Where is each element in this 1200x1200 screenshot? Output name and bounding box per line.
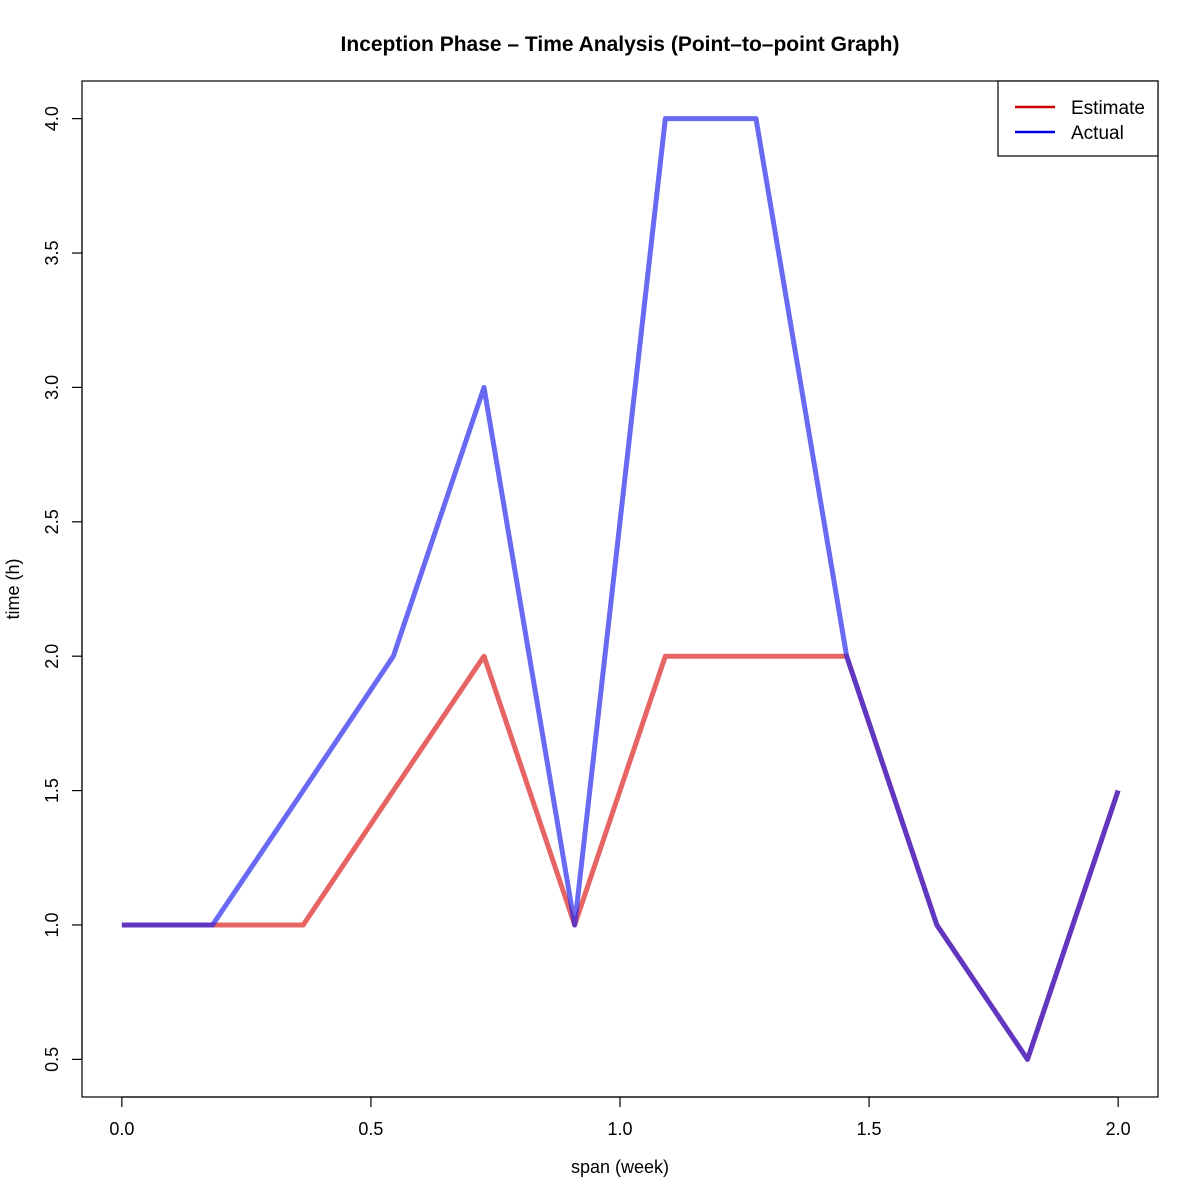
y-tick-label: 2.0 [42, 644, 62, 669]
x-axis: 0.0 0.5 1.0 1.5 2.0 [109, 1096, 1131, 1139]
y-tick-label: 2.5 [42, 509, 62, 534]
series-line-actual [121, 116, 1121, 1062]
y-tick-label: 3.0 [42, 375, 62, 400]
y-tick-label: 3.5 [42, 241, 62, 266]
x-tick-label: 0.5 [358, 1119, 383, 1139]
legend: Estimate Actual [997, 80, 1159, 157]
plot-frame [81, 80, 1159, 1098]
series-layer [121, 116, 1121, 1062]
x-tick-label: 1.5 [857, 1119, 882, 1139]
x-tick-label: 2.0 [1106, 1119, 1131, 1139]
y-tick-label: 0.5 [42, 1047, 62, 1072]
y-tick-label: 1.0 [42, 912, 62, 937]
chart-title: Inception Phase – Time Analysis (Point–t… [341, 33, 900, 56]
legend-box [997, 80, 1159, 157]
y-axis-label: time (h) [3, 558, 23, 619]
legend-label-estimate: Estimate [1071, 98, 1145, 119]
y-axis: 0.5 1.0 1.5 2.0 2.5 3.0 3.5 4.0 [42, 106, 83, 1072]
y-tick-label: 1.5 [42, 778, 62, 803]
legend-label-actual: Actual [1071, 123, 1124, 144]
x-tick-label: 1.0 [607, 1119, 632, 1139]
series-line-estimate [121, 653, 1121, 1062]
x-axis-label: span (week) [571, 1157, 669, 1177]
x-tick-label: 0.0 [109, 1119, 134, 1139]
y-tick-label: 4.0 [42, 106, 62, 131]
